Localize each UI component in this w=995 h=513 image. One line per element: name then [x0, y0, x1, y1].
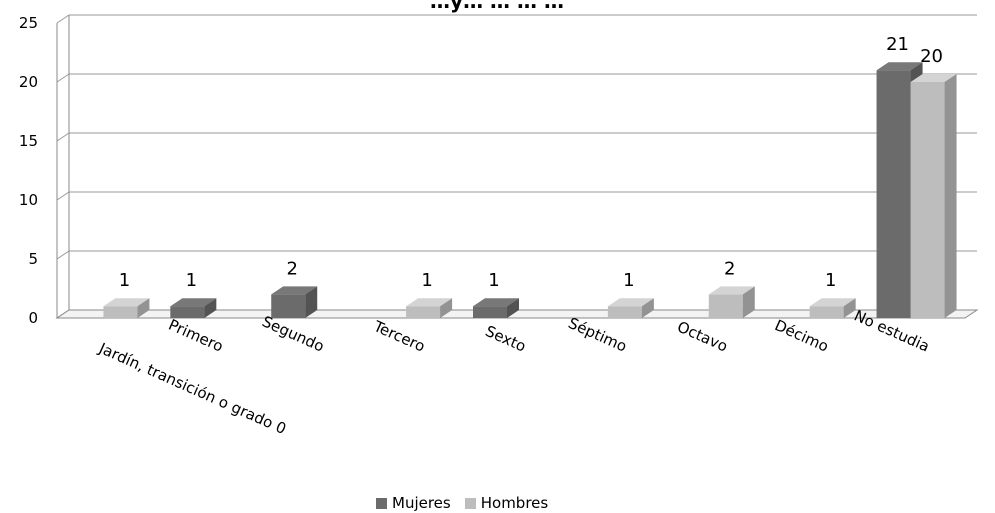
- bar-hombres-3: [406, 298, 453, 318]
- gridline-diagonal: [56, 250, 70, 260]
- category-label: Jardín, transición o grado 0: [95, 339, 288, 438]
- bar-front: [910, 82, 945, 318]
- data-label: 1: [186, 270, 197, 291]
- y-tick-label: 10: [19, 191, 38, 209]
- bar-front: [271, 294, 306, 318]
- bar-top: [473, 298, 519, 307]
- bar-top: [170, 298, 217, 307]
- bar-mujeres-1: [170, 298, 217, 318]
- y-axis-ticks: 0 5 10 15 20 25: [19, 14, 38, 327]
- category-label: Segundo: [259, 312, 327, 355]
- bar-hombres-5: [607, 298, 654, 318]
- bar-side: [641, 298, 654, 318]
- legend-item-mujeres: Mujeres: [376, 494, 451, 512]
- gridline-diagonal: [56, 132, 70, 142]
- bar-hombres-6: [708, 286, 755, 318]
- bar-side: [137, 298, 150, 318]
- bar-top: [406, 298, 453, 307]
- bar-top: [809, 298, 856, 307]
- legend-swatch-hombres: [464, 497, 476, 509]
- y-tick-label: 25: [19, 14, 38, 32]
- bar-side: [843, 298, 856, 318]
- bar-mujeres-2: [271, 286, 318, 318]
- bar-front: [876, 70, 911, 318]
- data-label: 1: [488, 270, 499, 291]
- bar-front: [607, 306, 642, 318]
- bar-top: [607, 298, 654, 307]
- bar-front: [473, 306, 507, 318]
- legend-label-mujeres: Mujeres: [392, 494, 451, 512]
- bar-top: [876, 62, 923, 71]
- bar-hombres-7: [809, 298, 856, 318]
- y-tick-label: 15: [19, 132, 38, 150]
- bar-hombres-8: [910, 74, 957, 318]
- bars: [103, 62, 957, 319]
- category-label: Décimo: [772, 316, 831, 356]
- gridline-diagonal: [56, 73, 70, 83]
- gridline-diagonal: [56, 14, 70, 24]
- bar-top: [910, 74, 957, 82]
- bar-front: [809, 306, 844, 318]
- category-label: Tercero: [370, 317, 428, 356]
- y-tick-label: 0: [28, 309, 38, 327]
- bar-top: [271, 286, 318, 295]
- bar-front: [406, 306, 441, 318]
- legend: Mujeres Hombres: [376, 494, 548, 512]
- bar-side: [742, 286, 755, 318]
- data-label: 2: [286, 258, 297, 279]
- bar-mujeres-4: [473, 298, 519, 318]
- legend-item-hombres: Hombres: [464, 494, 549, 512]
- gridline-diagonal: [56, 191, 70, 201]
- legend-swatch-mujeres: [376, 497, 387, 509]
- data-label: 1: [825, 270, 836, 291]
- category-label: Octavo: [675, 318, 731, 356]
- category-label: Séptimo: [566, 314, 630, 356]
- y-tick-label: 20: [19, 73, 38, 91]
- data-label: 1: [421, 270, 432, 291]
- bar-side: [944, 74, 957, 318]
- bar-side: [204, 298, 217, 318]
- legend-label-hombres: Hombres: [480, 494, 549, 512]
- bar-front: [103, 306, 138, 318]
- data-label: 1: [623, 270, 634, 291]
- bar-top: [708, 286, 755, 295]
- bar-front: [708, 294, 743, 318]
- y-tick-label: 5: [28, 250, 38, 268]
- bar-hombres-0: [103, 298, 150, 318]
- data-label: 21: [886, 34, 909, 55]
- category-label: Primero: [166, 316, 226, 356]
- bar-side: [305, 286, 318, 318]
- bar-side: [507, 298, 519, 318]
- category-label: Sexto: [483, 322, 529, 356]
- chart-title: …y… … … …: [430, 0, 564, 13]
- bar-front: [170, 306, 205, 318]
- data-label: 1: [119, 270, 130, 291]
- data-label: 20: [920, 46, 943, 67]
- data-label: 2: [724, 258, 735, 279]
- bar-top: [103, 298, 150, 307]
- bar-side: [440, 298, 453, 318]
